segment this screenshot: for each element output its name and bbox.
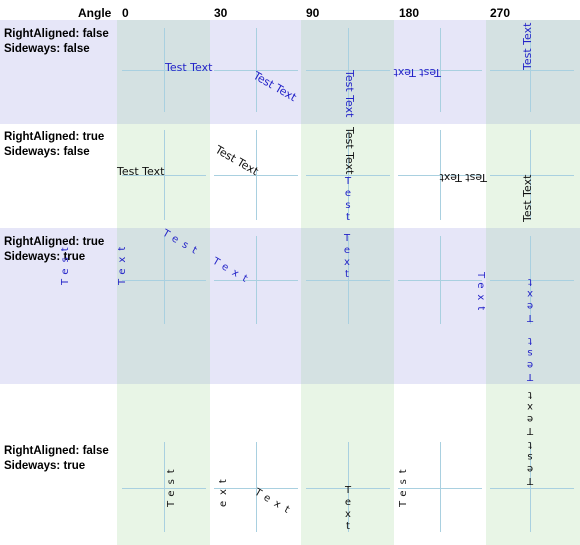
angle-header-270: 270 [490, 6, 511, 20]
row-label-sideways: Sideways: false [4, 43, 90, 55]
guide-v [164, 236, 165, 324]
row-band-3 [0, 228, 580, 384]
row-band-1 [0, 20, 580, 124]
guide-v [164, 130, 165, 220]
sample-letters-r4-a30b: Text [252, 487, 297, 519]
row-label-3: RightAligned: true Sideways: true [4, 235, 104, 265]
sample-text-r1-a270: Test Text [521, 22, 534, 70]
guide-v [530, 28, 531, 112]
guide-v [256, 130, 257, 220]
sample-letters-r4-a180: Test [398, 463, 409, 507]
guide-v [530, 442, 531, 532]
guide-v [348, 236, 349, 324]
guide-v [440, 236, 441, 324]
guide-v [256, 442, 257, 532]
sample-text-r1-a90: Test Text [343, 70, 356, 118]
overlap [301, 20, 394, 124]
angle-header-90: 90 [306, 6, 320, 20]
row-label-right-aligned: RightAligned: true [4, 131, 105, 143]
row-label-sideways: Sideways: true [4, 251, 86, 263]
sample-letters-r4-a30a: ext [218, 473, 229, 507]
sample-letters-r3-a0: Text [117, 240, 128, 285]
guide-v [164, 442, 165, 532]
row-label-right-aligned: RightAligned: false [4, 445, 109, 457]
overlap [301, 228, 394, 384]
sample-text-r2-a270: Test Text [521, 174, 534, 222]
guide-v [348, 442, 349, 532]
guide-h [490, 488, 574, 489]
row-label-sideways: Sideways: true [4, 460, 86, 472]
guide-v [530, 130, 531, 220]
row-label-right-aligned: RightAligned: true [4, 236, 105, 248]
sample-text-r2-a180: Test Text [439, 171, 487, 184]
sample-text-r2-a90: Test Text [343, 127, 356, 175]
overlap [486, 20, 580, 124]
overlap [117, 20, 210, 124]
guide-v [530, 236, 531, 324]
guide-v [256, 236, 257, 324]
guide-v [440, 130, 441, 220]
sample-text-r1-a180: Test Text [393, 66, 441, 79]
sample-text-r1-a0: Test Text [165, 61, 213, 74]
sample-text-r2-a30: Test Text [213, 143, 261, 179]
overlap [117, 228, 210, 384]
guide-v [348, 28, 349, 112]
angle-header-30: 30 [214, 6, 228, 20]
guide-v [164, 28, 165, 112]
row-label-2: RightAligned: true Sideways: false [4, 130, 104, 160]
guide-v [440, 442, 441, 532]
guide-v [440, 28, 441, 112]
sample-letters-r4-a0: Test [166, 463, 177, 507]
sample-letters-r3-a180: Text [475, 272, 486, 317]
row-label-4: RightAligned: false Sideways: true [4, 444, 109, 474]
guide-h [490, 175, 574, 176]
sample-text-r2-a0: Test Text [117, 165, 165, 178]
guide-h [490, 280, 574, 281]
angle-header-label: Angle [78, 6, 112, 20]
angle-header-0: 0 [122, 6, 129, 20]
guide-v [348, 130, 349, 220]
guide-h [490, 70, 574, 71]
overlap [486, 228, 580, 384]
row-label-1: RightAligned: false Sideways: false [4, 27, 109, 57]
guide-v [256, 28, 257, 112]
angle-header-180: 180 [399, 6, 420, 20]
row-label-sideways: Sideways: false [4, 146, 90, 158]
sample-letters-r3-left: Test [60, 241, 71, 285]
row-label-right-aligned: RightAligned: false [4, 28, 109, 40]
